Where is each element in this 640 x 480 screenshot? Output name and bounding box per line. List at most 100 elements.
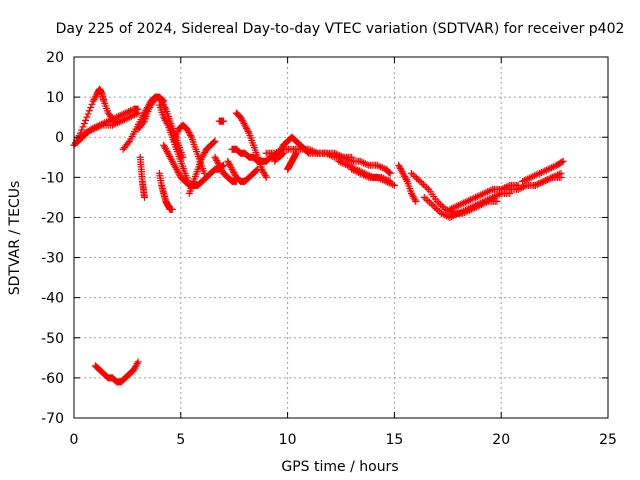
data-point xyxy=(82,116,90,124)
data-point xyxy=(398,168,406,176)
data-point xyxy=(214,160,222,168)
data-point xyxy=(518,184,526,192)
data-point xyxy=(360,171,368,179)
data-point xyxy=(173,167,181,175)
series-arc-g xyxy=(155,169,176,213)
x-tick-label: 15 xyxy=(385,432,403,448)
data-point xyxy=(168,205,176,213)
data-point xyxy=(158,97,166,105)
data-point xyxy=(167,154,175,162)
data-point xyxy=(466,204,474,212)
data-point xyxy=(183,125,191,133)
series-arc-ad xyxy=(91,358,142,386)
data-point xyxy=(377,163,385,171)
data-point xyxy=(537,169,545,177)
data-point xyxy=(198,153,206,161)
data-point xyxy=(397,166,405,174)
data-point xyxy=(78,126,86,134)
data-point xyxy=(548,164,556,172)
data-point xyxy=(212,155,220,163)
data-point xyxy=(519,183,527,191)
data-point xyxy=(126,107,134,115)
data-point xyxy=(535,180,543,188)
data-point xyxy=(346,156,354,164)
data-point xyxy=(470,202,478,210)
data-point xyxy=(123,108,131,116)
data-point xyxy=(525,174,533,182)
data-point xyxy=(220,117,228,125)
data-point xyxy=(439,210,447,218)
data-point xyxy=(179,153,187,161)
data-point xyxy=(396,165,404,173)
data-point xyxy=(449,204,457,212)
data-point xyxy=(453,210,461,218)
data-point xyxy=(456,209,464,217)
data-point xyxy=(96,122,104,130)
data-point xyxy=(465,197,473,205)
data-point xyxy=(472,193,480,201)
data-point xyxy=(224,157,232,165)
series-arc-j xyxy=(185,137,219,197)
data-point xyxy=(473,193,481,201)
data-point xyxy=(114,119,122,127)
data-point xyxy=(126,113,134,121)
series-arc-v xyxy=(348,165,398,189)
data-point xyxy=(437,209,445,217)
data-point xyxy=(344,156,352,164)
data-point xyxy=(131,364,139,372)
data-point xyxy=(92,92,100,100)
data-point xyxy=(524,175,532,183)
data-point xyxy=(373,161,381,169)
data-point xyxy=(186,130,194,138)
data-point xyxy=(114,112,122,120)
data-point xyxy=(159,100,167,108)
data-point xyxy=(456,201,464,209)
data-point xyxy=(520,177,528,185)
data-point xyxy=(514,185,522,193)
data-point xyxy=(349,166,357,174)
series-arc-l xyxy=(211,153,240,185)
data-point xyxy=(516,185,524,193)
data-point xyxy=(209,139,217,147)
data-point xyxy=(132,361,140,369)
data-point xyxy=(449,212,457,220)
data-point xyxy=(172,164,180,172)
data-point xyxy=(389,181,397,189)
data-point xyxy=(424,197,432,205)
data-point xyxy=(82,128,90,136)
plot-frame xyxy=(73,56,609,419)
data-point xyxy=(465,205,473,213)
data-point xyxy=(261,170,269,178)
data-point xyxy=(446,213,454,221)
axis-ticks: 0 5 10 15 20 25 -70 -60 -50 -40 -30 -20 -10 0 10 20 xyxy=(41,50,617,448)
data-point xyxy=(461,206,469,214)
y-tick-label: -60 xyxy=(41,371,64,387)
data-point xyxy=(215,161,223,169)
data-point xyxy=(165,151,173,159)
series-arc-o xyxy=(232,109,270,181)
data-point xyxy=(166,152,174,160)
y-tick-label: -20 xyxy=(41,210,64,226)
data-point xyxy=(378,164,386,172)
series-arc-e xyxy=(134,93,187,161)
data-point xyxy=(355,169,363,177)
data-point xyxy=(168,157,176,165)
data-point xyxy=(117,117,125,125)
data-point xyxy=(89,125,97,133)
data-point xyxy=(237,113,245,121)
data-point xyxy=(88,126,96,134)
data-point xyxy=(218,166,226,174)
data-point xyxy=(201,148,209,156)
data-point xyxy=(93,124,101,132)
data-point xyxy=(421,182,429,190)
data-point xyxy=(475,192,483,200)
data-point xyxy=(216,163,224,171)
data-point xyxy=(262,173,270,181)
data-point xyxy=(470,194,478,202)
data-point xyxy=(451,203,459,211)
data-point xyxy=(544,165,552,173)
data-point xyxy=(240,120,248,128)
data-point xyxy=(407,189,415,197)
data-point xyxy=(477,199,485,207)
data-point xyxy=(521,182,529,190)
